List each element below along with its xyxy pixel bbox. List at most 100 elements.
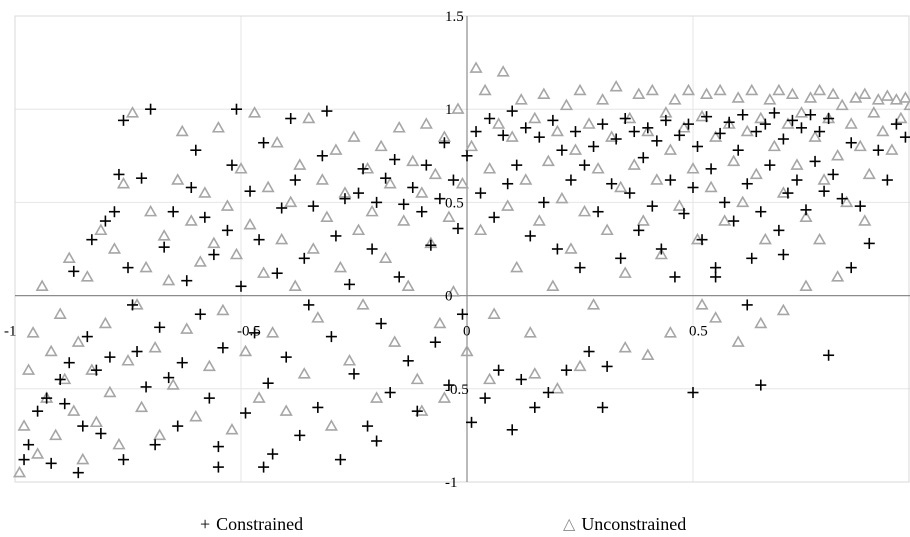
constrained-point [389,154,401,166]
unconstrained-point [175,124,189,137]
x-tick-label: -1 [4,324,17,340]
constrained-point [203,392,215,404]
y-tick-label: 0 [445,289,453,305]
unconstrained-point [844,117,858,129]
unconstrained-point [415,186,429,198]
constrained-point [117,454,129,466]
unconstrained-point [35,279,49,291]
constrained-point [890,118,902,130]
unconstrained-point [763,93,777,105]
constrained-point [208,249,220,261]
unconstrained-point [266,326,280,338]
unconstrained-point [749,167,763,180]
unconstrained-point [722,117,736,129]
unconstrained-point [871,93,885,105]
unconstrained-point [758,232,772,245]
unconstrained-point [803,91,818,103]
unconstrained-point [464,139,479,152]
constrained-point [664,174,676,186]
constrained-point [719,196,731,208]
constrained-point [574,262,586,274]
unconstrained-point [853,139,867,152]
unconstrained-point [351,223,366,236]
unconstrained-point [532,214,546,226]
unconstrained-point [785,87,800,99]
plot-frame [14,15,910,483]
constrained-point [298,252,310,264]
unconstrained-point [514,93,528,105]
constrained-point [217,342,229,354]
unconstrained-point [718,214,732,226]
constrained-point [461,150,473,162]
constrained-point [267,448,279,460]
constrained-point [524,230,536,242]
constrained-point [619,113,631,125]
unconstrained-point [252,391,266,403]
unconstrained-point [306,242,320,254]
unconstrained-point [817,173,831,185]
unconstrained-point [898,91,910,103]
unconstrained-point [297,367,311,379]
constrained-point [402,355,414,367]
constrained-point [190,144,202,156]
unconstrained-point [234,162,248,174]
unconstrained-point [731,335,745,347]
constrained-point [45,457,57,469]
unconstrained-point [605,130,619,142]
unconstrained-point [342,354,357,366]
unconstrained-point [781,117,795,129]
unconstrained-point [577,204,592,217]
unconstrained-point [410,372,424,385]
constrained-point [95,428,107,440]
unconstrained-point [383,176,397,189]
constrained-point [475,187,487,199]
unconstrained-point [21,363,36,375]
constrained-point [764,159,776,171]
unconstrained-point [510,260,524,273]
unconstrained-point [397,214,411,226]
x-tick-label: 0 [463,324,471,340]
constrained-point [434,193,446,205]
constrained-point [823,349,835,361]
unconstrained-point [709,311,723,323]
constrained-point [637,152,649,164]
unconstrained-point [672,199,687,211]
unconstrained-point [189,409,203,422]
unconstrained-point [709,130,723,142]
constrained-point [529,401,541,413]
constrained-point [624,187,636,199]
constrained-point [63,357,75,369]
unconstrained-point [293,158,307,170]
unconstrained-point [67,404,81,416]
constrained-point [303,299,315,311]
constrained-point [732,144,744,156]
constrained-point [145,103,157,115]
unconstrained-point [754,111,768,124]
constrained-point [221,224,233,236]
constrained-point [167,206,179,218]
unconstrained-point [745,83,759,96]
unconstrained-point [374,139,388,152]
constrained-point [280,351,292,363]
constrained-point [502,178,514,190]
unconstrained-point [157,229,171,241]
unconstrained-point [211,121,225,133]
unconstrained-point [469,61,483,73]
unconstrained-point [641,124,655,137]
constrained-point [447,174,459,186]
constrained-point [72,467,84,479]
constrained-point [357,163,369,175]
unconstrained-point [555,191,569,204]
constrained-point [353,187,365,199]
unconstrained-point [776,303,790,316]
unconstrained-point [31,447,45,459]
unconstrained-point [582,117,596,129]
constrained-point [81,331,93,343]
unconstrained-point [772,83,786,96]
constrained-point [411,405,423,417]
constrained-point [746,252,758,264]
constrained-point [737,109,749,121]
unconstrained-point [627,158,641,170]
unconstrained-point [668,93,682,105]
constrained-point [244,185,256,197]
